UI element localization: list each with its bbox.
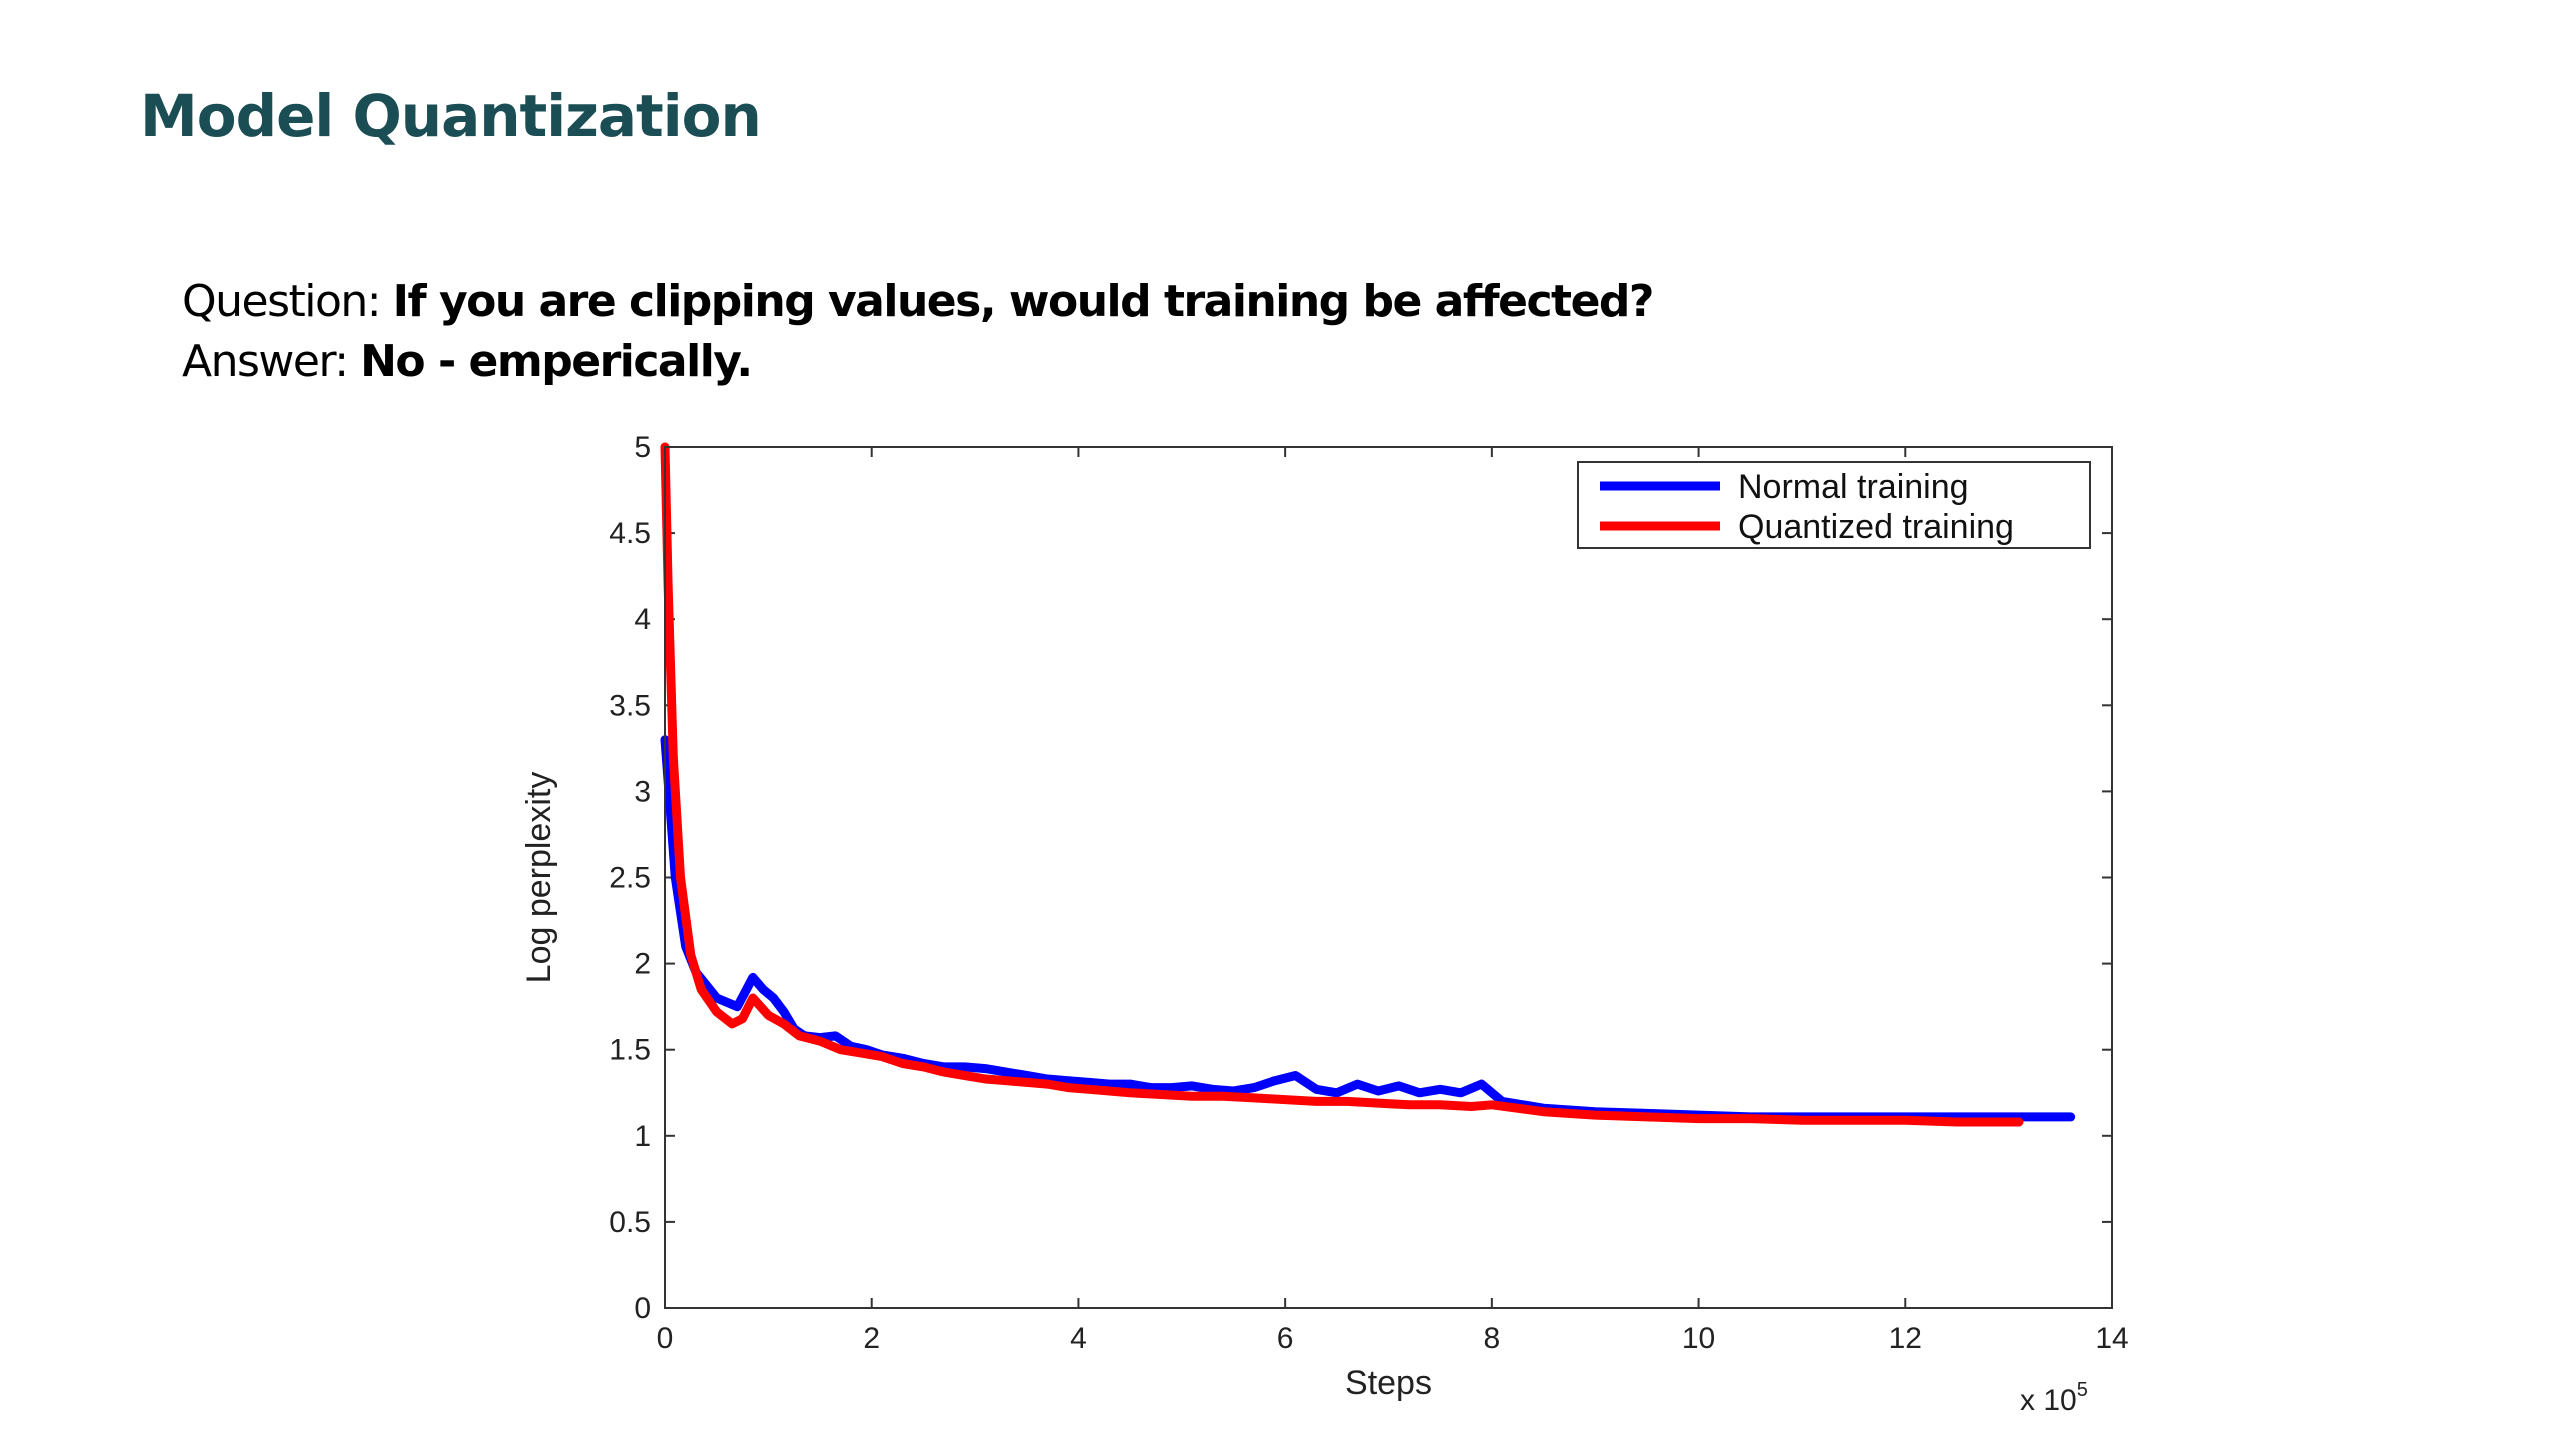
x-multiplier-exponent: 5 bbox=[2077, 1379, 2088, 1401]
legend-label-normal-training: Normal training bbox=[1738, 468, 1969, 506]
y-tick-label: 3.5 bbox=[609, 689, 651, 722]
y-tick-label: 0.5 bbox=[609, 1206, 651, 1239]
y-tick-label: 0 bbox=[634, 1292, 651, 1325]
x-tick-label: 8 bbox=[1484, 1322, 1501, 1355]
x-tick-label: 12 bbox=[1889, 1322, 1922, 1355]
y-tick-label: 3 bbox=[634, 775, 651, 808]
legend-box bbox=[1577, 461, 2091, 549]
plot-frame bbox=[664, 446, 2113, 1309]
slide-title: Model Quantization bbox=[140, 82, 762, 150]
y-tick-label: 2 bbox=[634, 948, 651, 981]
question-answer-block: Question: If you are clipping values, wo… bbox=[182, 272, 1655, 392]
x-tick-label: 10 bbox=[1682, 1322, 1715, 1355]
series-line-normal-training bbox=[660, 735, 2076, 1122]
x-tick-label: 6 bbox=[1277, 1322, 1294, 1355]
x-tick-label: 4 bbox=[1070, 1322, 1087, 1355]
series-layer bbox=[660, 442, 2076, 1127]
x-tick-label: 2 bbox=[863, 1322, 880, 1355]
y-tick-label: 1.5 bbox=[609, 1034, 651, 1067]
y-tick-label: 4.5 bbox=[609, 517, 651, 550]
question-line: Question: If you are clipping values, wo… bbox=[182, 272, 1655, 332]
x-axis-label: Steps bbox=[1345, 1364, 1432, 1402]
x-tick-label: 0 bbox=[657, 1322, 674, 1355]
y-axis-label: Log perplexity bbox=[520, 772, 558, 984]
series-line-quantized-training bbox=[660, 442, 2024, 1127]
answer-text: No - emperically. bbox=[360, 336, 753, 387]
legend: Normal training Quantized training bbox=[1577, 461, 2091, 549]
x-multiplier-base: x 10 bbox=[2020, 1384, 2077, 1417]
ticks-layer: 0 2 4 6 8 10 12 14 0 0.5 1 1.5 2 2.5 3 3.5 4 4.5 5 bbox=[609, 431, 2128, 1355]
y-tick-label: 2.5 bbox=[609, 862, 651, 895]
question-prefix: Question: bbox=[182, 276, 393, 327]
answer-line: Answer: No - emperically. bbox=[182, 332, 1653, 392]
x-multiplier-label: x 105 bbox=[2020, 1379, 2088, 1417]
question-text: If you are clipping values, would traini… bbox=[392, 276, 1655, 327]
x-tick-label: 14 bbox=[2095, 1322, 2128, 1355]
y-tick-label: 1 bbox=[634, 1120, 651, 1153]
answer-prefix: Answer: bbox=[182, 336, 361, 387]
y-tick-label: 4 bbox=[634, 603, 651, 636]
legend-label-quantized-training: Quantized training bbox=[1738, 508, 2014, 546]
y-tick-label: 5 bbox=[634, 431, 651, 464]
